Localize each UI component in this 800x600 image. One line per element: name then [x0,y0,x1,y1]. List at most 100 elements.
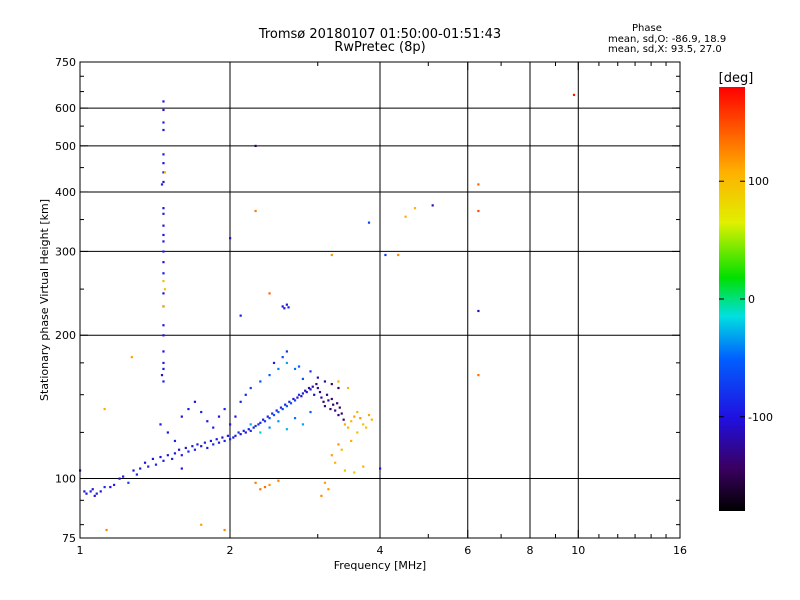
data-point [254,481,257,484]
data-point [327,399,330,402]
x-tick-label: 2 [227,544,234,557]
data-point [234,415,237,418]
data-point [162,233,165,237]
data-point [343,423,347,426]
data-point [162,272,165,275]
data-point [365,426,368,429]
data-point [277,479,280,482]
data-point [572,93,576,96]
data-point [431,204,434,207]
phase-info-omode: mean, sd,O: -86.9, 18.9 [608,34,727,45]
data-point [206,446,209,450]
data-point [313,393,316,396]
data-point [320,494,323,497]
data-point [217,441,221,444]
data-point [342,418,345,421]
data-point [200,445,203,448]
y-tick-label: 300 [55,245,76,258]
data-point [166,454,169,457]
data-point [329,407,332,411]
data-point [162,280,165,283]
data-point [316,376,319,379]
x-tick-label: 8 [527,544,534,557]
data-point [127,481,130,484]
data-point [229,423,232,426]
data-point [180,467,183,470]
data-point [279,406,283,409]
data-point [159,423,162,426]
data-point [95,492,98,495]
data-point [99,490,102,493]
data-point [103,485,106,489]
data-point [325,393,329,396]
data-point [162,180,165,184]
data-point [281,305,284,308]
data-point [239,400,242,403]
data-point [322,400,325,403]
data-point [284,403,287,406]
data-point [196,443,199,446]
data-point [337,380,340,383]
data-point [162,324,165,327]
y-tick-label: 500 [55,140,76,153]
data-point [239,314,242,317]
data-point [162,350,165,353]
data-point [262,418,265,421]
chart-title-line2: RwPretec (8p) [334,40,426,55]
data-point [162,108,165,112]
data-point [162,100,165,103]
data-point [330,253,333,257]
data-point [162,128,165,132]
data-point [340,412,343,415]
data-point [285,350,288,353]
data-point [275,409,278,412]
data-point [151,457,155,461]
data-point [187,407,190,411]
data-point [162,361,165,365]
data-point [162,207,165,210]
data-point [327,488,330,491]
data-point [309,388,312,391]
data-point [162,305,165,308]
data-point [163,171,167,174]
data-point [252,426,255,429]
data-point [287,306,290,309]
data-point [272,413,276,417]
data-point [162,153,165,156]
data-point [254,209,257,213]
data-point [384,253,387,257]
data-point [477,183,480,186]
x-tick-label: 16 [673,544,687,557]
data-point [244,393,247,396]
data-point [162,367,165,371]
data-point [162,224,165,227]
data-point [162,261,165,264]
data-point [212,443,215,446]
data-point [268,426,271,429]
data-point [162,459,165,462]
data-point [268,417,271,420]
data-point [370,418,373,421]
data-point [311,385,314,388]
data-point [229,438,232,441]
data-point [281,356,284,359]
data-point [229,237,232,240]
data-point [277,420,280,423]
axis-ticks: 1 2 4 6 8 10 16 75 100 200 300 400 500 600 750 [55,56,687,557]
data-point [397,253,400,257]
data-point [367,413,371,417]
data-point [162,334,165,337]
data-point [301,423,305,426]
data-point [209,439,212,443]
data-point [160,374,164,377]
data-point [259,431,262,434]
data-point [173,439,177,443]
data-point [147,465,150,468]
colorbar-tick-label: 0 [748,293,755,306]
y-tick-label: 600 [55,102,76,115]
data-points [79,93,576,532]
data-point [130,356,133,359]
data-point [315,382,318,386]
data-point [300,395,303,398]
data-point [330,397,333,401]
